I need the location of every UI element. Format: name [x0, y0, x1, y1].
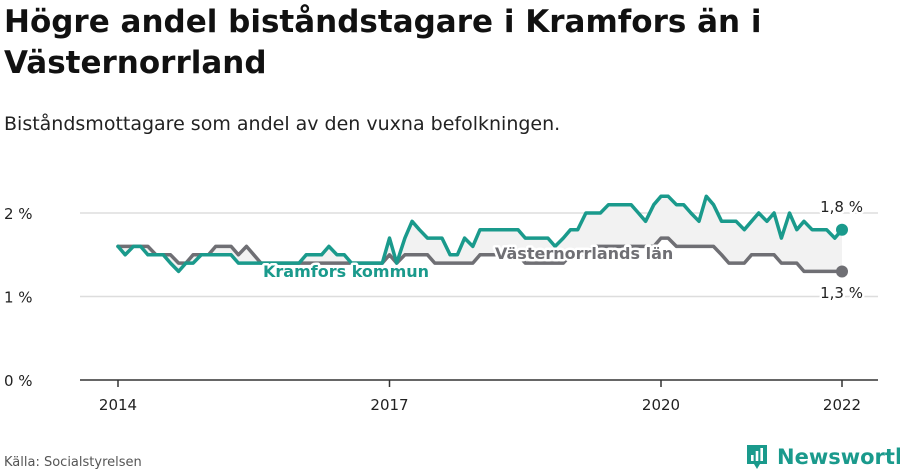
- brand-name: Newsworthy: [777, 445, 900, 469]
- line-chart: 0 % 1 % 2 % 2014 2017 2020 2022 Kramfors komm…: [4, 194, 878, 414]
- series-line-kramfors: [116, 194, 844, 274]
- series-line-lan: [116, 236, 844, 274]
- series-label-kramfors-halo: Kramfors kommun: [263, 262, 429, 281]
- end-label-lan-text: 1,3 %: [820, 284, 863, 302]
- series-label-lan-halo: Västernorrlands län: [495, 244, 673, 263]
- y-tick-label: 2 %: [4, 205, 33, 223]
- x-tick-label: 2020: [642, 396, 680, 414]
- end-label-kramfors: 1,8 %1,8 %: [818, 196, 866, 219]
- series-lines: [116, 194, 848, 278]
- series-label-kramfors-text: Kramfors kommun: [263, 262, 429, 281]
- newsworthy-logo-icon: [747, 445, 767, 469]
- end-point-lan: [836, 265, 848, 278]
- end-label-kramfors-halo: 1,8 %: [820, 198, 863, 216]
- end-point-kramfors: [836, 223, 848, 236]
- end-label-lan: 1,3 %1,3 %: [818, 282, 866, 305]
- series-label-lan-text: Västernorrlands län: [495, 244, 673, 263]
- page-title: Högre andel biståndstagare i Kramfors än…: [4, 4, 762, 81]
- brand-logo[interactable]: Newsworthy: [745, 441, 900, 473]
- y-tick-label: 0 %: [4, 372, 33, 390]
- end-label-kramfors-text: 1,8 %: [820, 198, 863, 216]
- chart-subtitle: Biståndsmottagare som andel av den vuxna…: [4, 113, 561, 135]
- source-note: Källa: Socialstyrelsen: [4, 455, 142, 470]
- x-tick-label: 2022: [823, 396, 861, 414]
- y-tick-label: 1 %: [4, 289, 33, 307]
- gridlines: 0 % 1 % 2 %: [4, 205, 878, 390]
- x-tick-label: 2014: [99, 396, 137, 414]
- x-axis: 2014 2017 2020 2022: [80, 379, 878, 414]
- end-label-lan-halo: 1,3 %: [820, 284, 863, 302]
- x-tick-label: 2017: [370, 396, 408, 414]
